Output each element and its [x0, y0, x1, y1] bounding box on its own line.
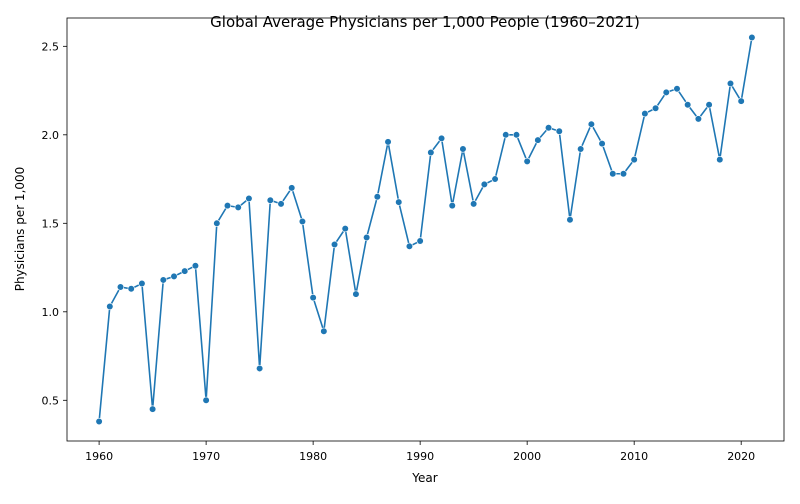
data-point — [448, 202, 456, 210]
data-point — [470, 200, 478, 208]
data-point — [726, 79, 735, 88]
data-point — [298, 217, 307, 226]
data-point — [427, 148, 435, 157]
plot-frame — [66, 17, 785, 442]
data-point — [330, 240, 339, 249]
y-axis: 0.5 1.0 1.5 2.0 2.5 — [42, 40, 67, 407]
data-point — [341, 225, 349, 233]
data-point — [159, 276, 167, 284]
data-point — [748, 33, 756, 42]
data-point — [459, 145, 467, 153]
x-axis: 1960 1970 1980 1990 2000 2010 2020 — [85, 441, 755, 463]
data-point — [480, 180, 488, 188]
data-point — [138, 279, 146, 288]
data-point — [684, 101, 692, 109]
y-tick-label: 2.0 — [42, 129, 60, 142]
x-tick-label: 1970 — [192, 450, 220, 463]
data-point — [737, 97, 745, 105]
data-point — [309, 294, 317, 302]
data-point — [534, 136, 542, 144]
data-point — [566, 216, 574, 224]
data-point — [191, 262, 200, 270]
data-point — [705, 101, 713, 109]
data-point — [127, 285, 135, 293]
data-point — [170, 272, 178, 281]
data-point — [213, 219, 221, 227]
data-point — [641, 109, 649, 118]
data-point — [95, 417, 103, 426]
data-point — [587, 120, 595, 128]
data-point — [437, 134, 446, 142]
data-point — [555, 127, 563, 135]
data-point — [363, 233, 371, 242]
x-tick-label: 2000 — [513, 450, 541, 463]
data-point — [630, 155, 638, 164]
y-axis-label: Physicians per 1,000 — [13, 167, 27, 292]
data-point — [673, 85, 681, 93]
data-point — [609, 170, 617, 178]
y-tick-label: 1.0 — [42, 306, 60, 319]
data-point — [405, 242, 414, 250]
data-point — [234, 203, 242, 211]
data-point — [288, 184, 296, 192]
data-point — [116, 283, 125, 291]
data-point — [716, 155, 724, 164]
data-point — [694, 115, 702, 123]
data-point — [277, 200, 285, 208]
y-tick-label: 2.5 — [42, 40, 60, 53]
data-point — [512, 131, 521, 139]
y-tick-label: 1.5 — [42, 217, 60, 230]
data-point — [256, 364, 264, 373]
data-point — [523, 157, 531, 165]
data-point — [491, 175, 499, 183]
data-point — [598, 140, 606, 148]
data-point — [149, 405, 157, 413]
x-tick-label: 2010 — [620, 450, 648, 463]
data-point — [416, 237, 424, 245]
data-point — [651, 104, 660, 112]
data-point — [544, 124, 553, 132]
data-point — [662, 88, 670, 96]
data-point — [384, 138, 392, 146]
x-tick-label: 1990 — [406, 450, 434, 463]
x-tick-label: 1960 — [85, 450, 113, 463]
data-point — [395, 198, 403, 206]
chart-title: Global Average Physicians per 1,000 Peop… — [210, 13, 640, 31]
data-point — [373, 193, 381, 201]
y-tick-label: 0.5 — [42, 394, 60, 407]
data-point — [577, 145, 585, 153]
series-line — [98, 37, 753, 422]
data-point — [320, 327, 328, 335]
data-point — [202, 396, 210, 404]
plot-area — [66, 17, 785, 442]
data-point — [106, 302, 114, 311]
x-tick-label: 2020 — [727, 450, 755, 463]
x-axis-label: Year — [411, 471, 437, 485]
data-point — [223, 202, 232, 210]
x-tick-label: 1980 — [299, 450, 327, 463]
data-point — [619, 170, 628, 178]
data-point — [245, 194, 253, 203]
data-point — [502, 131, 510, 139]
data-point — [266, 196, 274, 204]
series-layer — [95, 33, 756, 426]
data-point — [181, 267, 189, 275]
data-point — [352, 290, 360, 298]
